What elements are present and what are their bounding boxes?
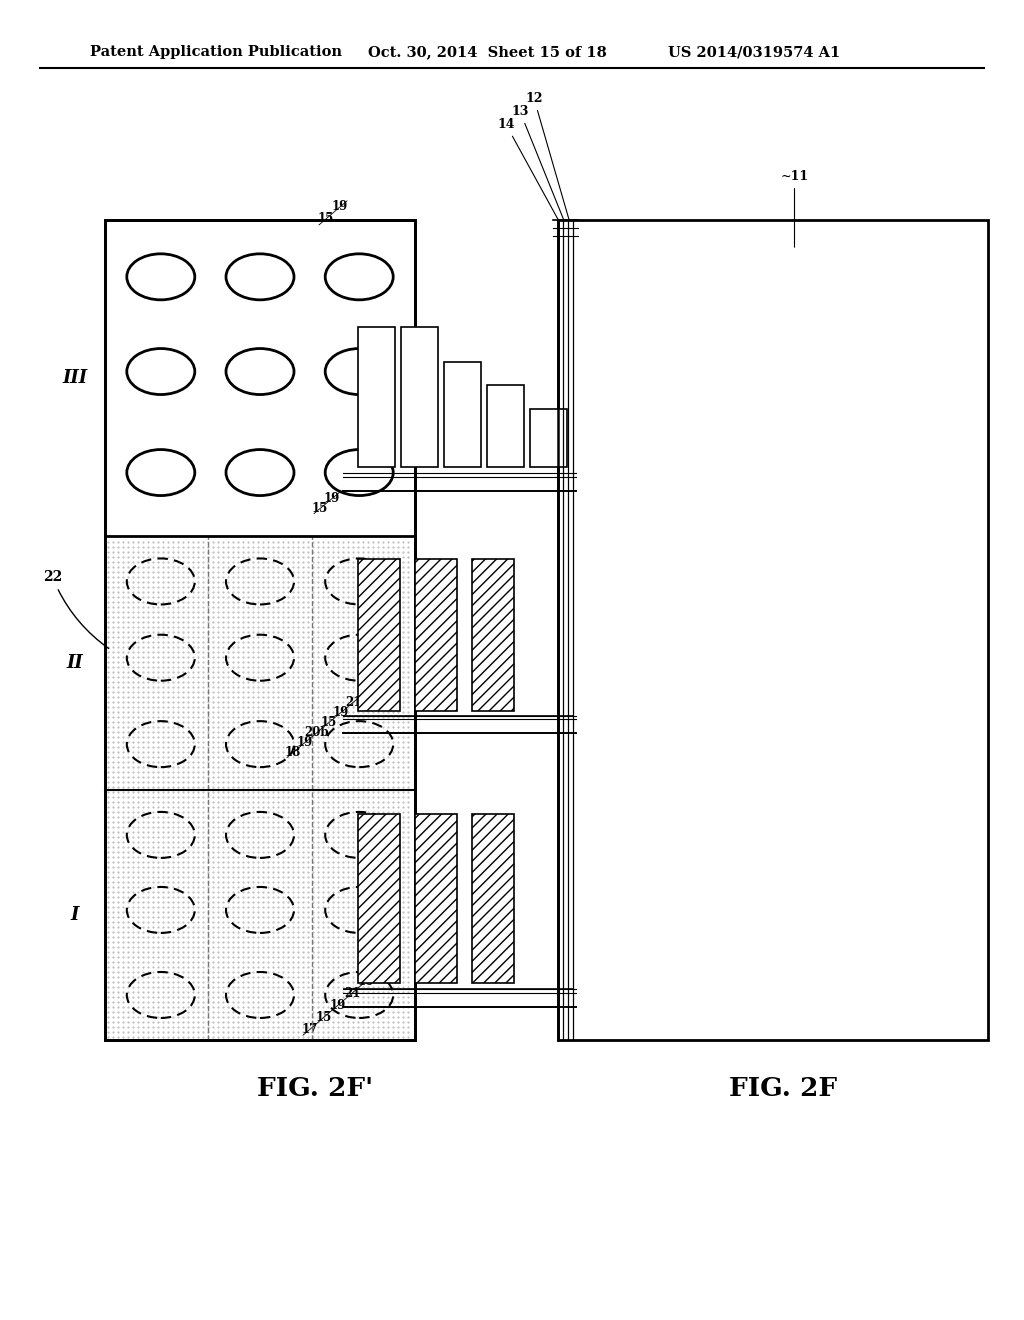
Text: III: III xyxy=(62,368,88,387)
Text: 16: 16 xyxy=(357,686,373,700)
Text: FIG. 2F: FIG. 2F xyxy=(729,1076,837,1101)
Text: Oct. 30, 2014  Sheet 15 of 18: Oct. 30, 2014 Sheet 15 of 18 xyxy=(368,45,607,59)
Text: I: I xyxy=(71,906,79,924)
Text: FIG. 2F': FIG. 2F' xyxy=(257,1076,373,1101)
Ellipse shape xyxy=(127,253,195,300)
Bar xyxy=(401,327,438,467)
Text: 15: 15 xyxy=(315,1011,332,1024)
Text: 21: 21 xyxy=(344,987,360,999)
Text: 17: 17 xyxy=(302,1023,318,1036)
Bar xyxy=(415,813,457,983)
Text: II: II xyxy=(67,653,83,672)
Ellipse shape xyxy=(226,348,294,395)
Text: 21: 21 xyxy=(345,696,361,709)
Text: Patent Application Publication: Patent Application Publication xyxy=(90,45,342,59)
Text: b: b xyxy=(340,482,348,495)
Bar xyxy=(358,813,400,983)
Text: 12: 12 xyxy=(525,92,569,220)
Text: 22: 22 xyxy=(43,570,109,648)
Text: 19: 19 xyxy=(297,737,313,748)
Text: US 2014/0319574 A1: US 2014/0319574 A1 xyxy=(668,45,841,59)
Ellipse shape xyxy=(226,253,294,300)
Text: 19: 19 xyxy=(332,201,348,214)
Text: 14: 14 xyxy=(498,117,559,220)
Ellipse shape xyxy=(326,450,393,495)
Bar xyxy=(558,220,988,1040)
Text: ~11: ~11 xyxy=(780,170,809,247)
Ellipse shape xyxy=(326,348,393,395)
Text: 19: 19 xyxy=(330,999,346,1011)
Bar xyxy=(472,813,514,983)
Bar xyxy=(105,220,415,1040)
Bar xyxy=(358,327,395,467)
Text: 15: 15 xyxy=(312,502,328,515)
Text: 19: 19 xyxy=(324,492,340,506)
Ellipse shape xyxy=(127,450,195,495)
Text: 13: 13 xyxy=(511,106,564,220)
Bar xyxy=(487,385,524,467)
Bar xyxy=(415,558,457,710)
Ellipse shape xyxy=(326,253,393,300)
Text: 18: 18 xyxy=(285,746,301,759)
Bar xyxy=(472,558,514,710)
Text: 19: 19 xyxy=(333,706,349,719)
Ellipse shape xyxy=(127,348,195,395)
Bar xyxy=(105,220,415,1040)
Bar xyxy=(358,558,400,710)
Bar xyxy=(530,409,567,467)
Ellipse shape xyxy=(226,450,294,495)
Bar xyxy=(444,362,481,467)
Text: 20b: 20b xyxy=(305,726,330,739)
Text: 15: 15 xyxy=(317,213,334,226)
Text: 16: 16 xyxy=(357,974,374,987)
Text: 15: 15 xyxy=(321,715,337,729)
Text: 22: 22 xyxy=(369,676,385,689)
